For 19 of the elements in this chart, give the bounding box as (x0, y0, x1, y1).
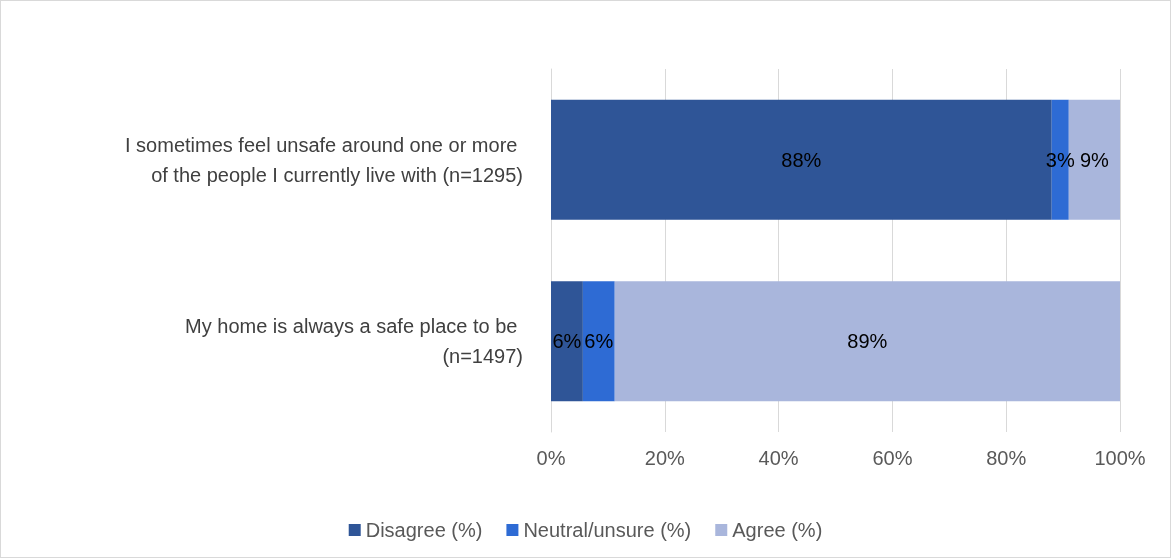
data-label: 88% (781, 148, 822, 171)
data-label: 9% (1079, 148, 1110, 171)
y-tick-label: I sometimes feel unsafe around one or more of the people I currently live with (n=1295) (125, 133, 523, 186)
x-tick-label: 100% (1094, 447, 1146, 469)
x-tick-label: 60% (872, 447, 913, 469)
x-tick-label: 0% (536, 447, 566, 469)
data-label: 6% (584, 330, 614, 353)
data-label: 6% (552, 330, 582, 353)
y-tick-label: My home is always a safe place to be (n=1497) (185, 315, 523, 368)
data-label: 89% (847, 330, 888, 353)
x-tick-label: 40% (758, 447, 799, 469)
legend-label: Disagree (%) (365, 519, 483, 541)
x-tick-label: 80% (986, 447, 1027, 469)
legend-label: Agree (%) (732, 519, 823, 541)
bar (582, 281, 615, 402)
bar (614, 281, 1120, 402)
x-tick-label: 20% (644, 447, 686, 469)
bar (551, 281, 583, 402)
legend-label: Neutral/unsure (%) (523, 519, 692, 541)
